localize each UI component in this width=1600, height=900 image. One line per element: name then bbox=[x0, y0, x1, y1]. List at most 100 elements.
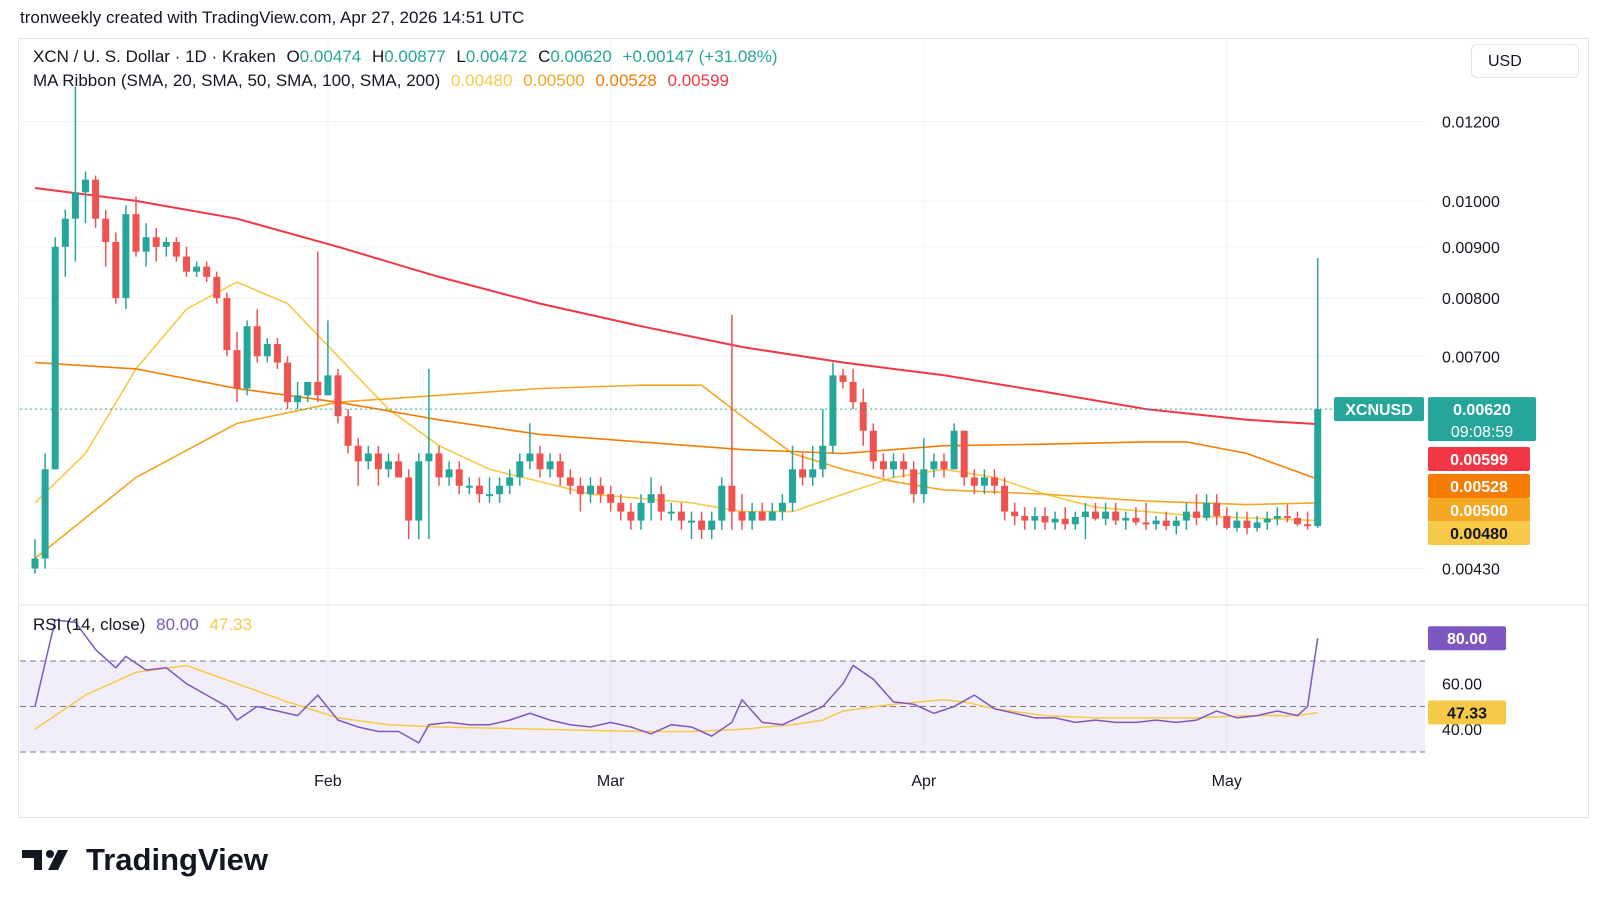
candle-body bbox=[1213, 502, 1221, 517]
ma-ribbon bbox=[34, 187, 1318, 560]
ma-ribbon-legend[interactable]: MA Ribbon (SMA, 20, SMA, 50, SMA, 100, S… bbox=[33, 71, 735, 91]
rsi-legend[interactable]: RSI (14, close) 80.00 47.33 bbox=[33, 615, 258, 635]
rsi-value-tag: 80.00 bbox=[1447, 631, 1487, 648]
candle-body bbox=[1142, 522, 1150, 525]
candle-body bbox=[385, 461, 392, 470]
candle-body bbox=[1253, 522, 1261, 528]
candle-body bbox=[688, 520, 695, 523]
candle-body bbox=[1172, 520, 1180, 527]
candle-body bbox=[203, 266, 211, 277]
candle-body bbox=[1001, 485, 1009, 512]
candle-body bbox=[516, 461, 524, 478]
candle-body bbox=[344, 416, 352, 446]
candle-body bbox=[435, 453, 443, 478]
candle-body bbox=[1273, 516, 1281, 519]
candle-body bbox=[960, 430, 968, 478]
sma-line bbox=[34, 187, 1318, 426]
candle-body bbox=[304, 381, 312, 396]
candle-body bbox=[395, 461, 403, 478]
price-tick-label: 0.00430 bbox=[1442, 562, 1500, 579]
candle-body bbox=[556, 461, 564, 478]
candle-body bbox=[405, 477, 413, 521]
candle-body bbox=[657, 494, 665, 512]
candle-body bbox=[667, 511, 675, 514]
candle-body bbox=[102, 218, 110, 242]
candle-body bbox=[1061, 518, 1069, 525]
sma200-value: 0.00599 bbox=[667, 71, 729, 90]
candle-body bbox=[193, 266, 201, 272]
sma20-value: 0.00480 bbox=[450, 71, 513, 90]
candle-body bbox=[1294, 517, 1301, 525]
symbol-legend[interactable]: XCN / U. S. Dollar · 1D · Kraken O0.0047… bbox=[33, 47, 784, 67]
candle-body bbox=[31, 558, 39, 569]
currency-button[interactable]: USD bbox=[1471, 44, 1579, 78]
candle-body bbox=[647, 494, 655, 503]
candle-body bbox=[728, 485, 736, 512]
candle-body bbox=[1051, 518, 1059, 523]
candle-body bbox=[607, 494, 615, 503]
candle-body bbox=[1021, 516, 1029, 521]
candle-body bbox=[1314, 409, 1322, 527]
candle-body bbox=[900, 461, 908, 470]
time-tick-label: Apr bbox=[911, 773, 937, 790]
time-axis[interactable]: Feb Mar Apr May bbox=[314, 773, 1242, 790]
candle-body bbox=[51, 246, 59, 470]
candle-body bbox=[566, 477, 574, 486]
candle-body bbox=[415, 461, 423, 521]
candle-body bbox=[213, 276, 221, 299]
rsi-panel bbox=[20, 660, 1425, 753]
candle-body bbox=[1182, 511, 1190, 521]
high-value: 0.00877 bbox=[384, 47, 446, 66]
candle-body bbox=[879, 461, 887, 470]
candle-body bbox=[142, 237, 150, 252]
candle-body bbox=[253, 326, 261, 357]
candle-body bbox=[41, 469, 49, 559]
candle-body bbox=[849, 381, 857, 403]
candle-body bbox=[819, 445, 827, 470]
ma-price-tag-bg bbox=[1428, 474, 1530, 498]
candle-body bbox=[1203, 502, 1211, 518]
rsi-label[interactable]: RSI (14, close) bbox=[33, 615, 146, 634]
candle-body bbox=[587, 485, 594, 495]
symbol-tag: XCNUSD bbox=[1345, 402, 1413, 419]
candle-body bbox=[183, 256, 190, 272]
candle-body bbox=[677, 511, 685, 521]
candle-body bbox=[1162, 520, 1170, 527]
symbol-title[interactable]: XCN / U. S. Dollar · 1D · Kraken bbox=[33, 47, 276, 66]
candle-body bbox=[597, 485, 605, 495]
candle-body bbox=[1071, 516, 1079, 525]
last-price-tag: 0.00620 bbox=[1453, 402, 1511, 419]
price-axis[interactable]: 0.01200 0.01000 0.00900 0.00800 0.00700 0.004… bbox=[1334, 115, 1536, 740]
candle-body bbox=[778, 502, 786, 512]
candle-body bbox=[738, 511, 746, 521]
candle-body bbox=[465, 485, 473, 488]
candle-body bbox=[1132, 517, 1140, 523]
candle-body bbox=[1233, 520, 1241, 528]
candle-body bbox=[718, 485, 726, 521]
candle-body bbox=[445, 469, 453, 478]
candle-body bbox=[536, 453, 544, 470]
candle-body bbox=[859, 402, 867, 431]
candle-body bbox=[809, 469, 817, 478]
candle-body bbox=[1243, 520, 1251, 528]
rsi-ma-line bbox=[34, 664, 1318, 733]
candle-body bbox=[890, 461, 897, 470]
candle-body bbox=[1041, 516, 1049, 523]
candle-body bbox=[617, 502, 625, 512]
tradingview-brand[interactable]: TradingView bbox=[22, 842, 268, 878]
tradingview-wordmark: TradingView bbox=[86, 842, 269, 877]
candle-body bbox=[61, 218, 69, 247]
candle-body bbox=[748, 511, 756, 521]
candle-body bbox=[1223, 516, 1231, 528]
rsi-line bbox=[34, 619, 1319, 744]
candle-body bbox=[576, 485, 584, 495]
chart-attribution: tronweekly created with TradingView.com,… bbox=[20, 8, 525, 27]
candle-body bbox=[506, 477, 514, 486]
time-tick-label: Feb bbox=[314, 773, 342, 790]
candle-body bbox=[1092, 511, 1099, 519]
low-label: L bbox=[456, 47, 466, 66]
ma-ribbon-label[interactable]: MA Ribbon (SMA, 20, SMA, 50, SMA, 100, S… bbox=[33, 71, 441, 90]
candle-body bbox=[496, 485, 504, 495]
candle-body bbox=[1152, 520, 1160, 525]
